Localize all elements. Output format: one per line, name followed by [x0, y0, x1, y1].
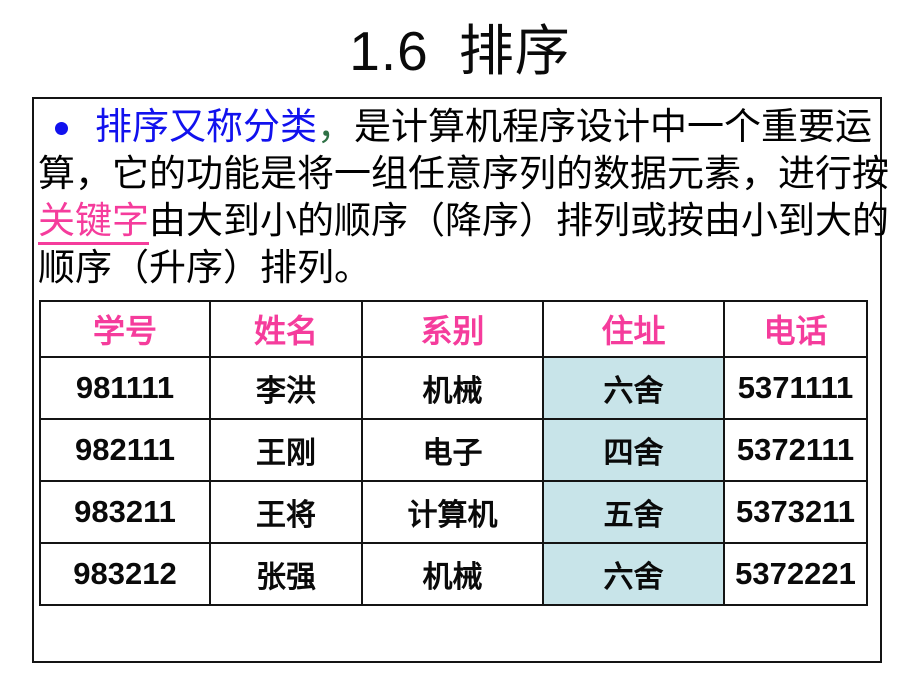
table-cell: 机械 [361, 356, 544, 420]
table-cell: 5371111 [723, 356, 868, 420]
table-cell: 王刚 [209, 418, 363, 482]
table-row: 983212 张强 机械 六舍 5372221 [39, 542, 868, 606]
table-cell: 5372111 [723, 418, 868, 482]
title-text: 排序 [458, 21, 571, 82]
table-body: 981111 李洪 机械 六舍 5371111 982111 王刚 电子 四舍 5372111 98… [39, 356, 868, 606]
paragraph-segment: 算，它的功能是将一组任意序列的数据元素，进行按 [38, 154, 889, 195]
table-cell: 四舍 [542, 418, 725, 482]
column-header: 姓名 [209, 300, 363, 358]
paragraph-segment: 由大到小的顺序（降序）排列或按由小到大的 [149, 201, 889, 242]
table-cell: 机械 [361, 542, 544, 606]
page-title: 1.6 排序 [10, 6, 910, 86]
table-cell: 982111 [39, 418, 211, 482]
paragraph-line: 顺序（升序）排列。 [38, 245, 878, 292]
intro-paragraph: • 排序又称分类，是计算机程序设计中一个重要运算，它的功能是将一组任意序列的数据元… [38, 104, 889, 292]
paragraph-line: • 排序又称分类，是计算机程序设计中一个重要运 [38, 104, 878, 151]
table-cell: 张强 [209, 542, 363, 606]
title-number: 1.6 [349, 20, 429, 82]
paragraph-segment: 是计算机程序设计中一个重要运 [354, 107, 872, 148]
bullet-icon: • [55, 121, 68, 135]
paragraph-line: 关键字由大到小的顺序（降序）排列或按由小到大的 [38, 198, 889, 245]
table-cell: 电子 [361, 418, 544, 482]
paragraph-line: 算，它的功能是将一组任意序列的数据元素，进行按 [38, 151, 889, 198]
table-cell: 六舍 [542, 356, 725, 420]
table-cell: 五舍 [542, 480, 725, 544]
paragraph-segment: ， [317, 107, 354, 148]
paragraph-segment: 排序又称分类 [95, 107, 317, 148]
paragraph-segment: 关键字 [38, 201, 149, 245]
table-cell: 六舍 [542, 542, 725, 606]
table-cell: 981111 [39, 356, 211, 420]
paragraph-segment: 顺序（升序）排列。 [38, 248, 371, 289]
column-header: 电话 [723, 300, 868, 358]
column-header: 住址 [542, 300, 725, 358]
table-cell: 983211 [39, 480, 211, 544]
content-box: • 排序又称分类，是计算机程序设计中一个重要运算，它的功能是将一组任意序列的数据元… [32, 97, 889, 663]
table-header-row: 学号 姓名 系别 住址 电话 [39, 300, 868, 358]
column-header: 学号 [39, 300, 211, 358]
table-cell: 5373211 [723, 480, 868, 544]
table-cell: 5372221 [723, 542, 868, 606]
column-header: 系别 [361, 300, 544, 358]
table-cell: 983212 [39, 542, 211, 606]
table-row: 981111 李洪 机械 六舍 5371111 [39, 356, 868, 420]
table-row: 983211 王将 计算机 五舍 5373211 [39, 480, 868, 544]
students-table: 学号 姓名 系别 住址 电话 981111 李洪 机械 六舍 5371111 982111 王刚 电子… [39, 300, 868, 606]
table-row: 982111 王刚 电子 四舍 5372111 [39, 418, 868, 482]
table-cell: 计算机 [361, 480, 544, 544]
table-cell: 王将 [209, 480, 363, 544]
table-cell: 李洪 [209, 356, 363, 420]
